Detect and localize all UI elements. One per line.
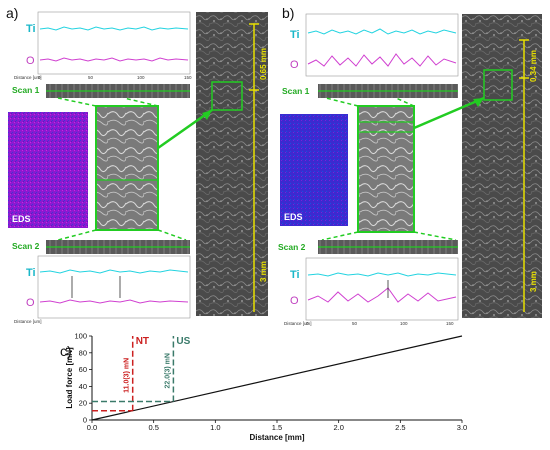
panel-a-distance-label-top: Distance [um]: [14, 75, 42, 80]
annotation-nt-value: 11.0(3) mN: [124, 358, 131, 393]
x-tick-label: 1.5: [272, 423, 282, 432]
y-tick-label: 100: [74, 332, 87, 341]
y-tick-label: 60: [79, 365, 87, 374]
annotation-us-label: US: [176, 336, 190, 347]
panel-b-ti-label-top: Ti: [290, 29, 300, 41]
panel-a-zoom-arrow: [157, 108, 213, 150]
y-tick-label: 20: [79, 399, 87, 408]
x-tick-label: 3.0: [457, 423, 467, 432]
panel-b-ti-trace-bottom: [307, 272, 457, 277]
x-tick-label: 0.0: [87, 423, 97, 432]
panel-b-zoom-image: [357, 105, 415, 233]
panel-a-scale-bottom: 3 mm: [259, 261, 268, 282]
x-tick-label: 1.0: [210, 423, 220, 432]
panel-a-spectrum-top: [37, 11, 191, 75]
annotation-us-value: 22.0(3) mN: [164, 353, 171, 388]
panel-a-scale-top: 0.65 mm: [259, 48, 268, 80]
panel-a-tick-0: 0: [38, 75, 41, 80]
panel-a-eds-map: [8, 112, 88, 228]
panel-b-tick-0: 0: [306, 321, 309, 326]
panel-b-o-trace-bottom: [307, 287, 457, 303]
panel-a-scan2-label: Scan 2: [12, 241, 40, 251]
panel-a-scan1-label: Scan 1: [12, 85, 40, 95]
panel-a-tick-100: 100: [137, 75, 145, 80]
panel-a-distance-label-bottom: Distance [um]: [14, 319, 42, 324]
panel-b-ti-trace-top: [307, 28, 457, 35]
panel-b-eds-map: [280, 114, 348, 226]
series-line: [91, 335, 463, 421]
y-tick-label: 40: [79, 382, 87, 391]
panel-c-label: c): [60, 343, 72, 359]
y-tick-label: 0: [83, 416, 87, 425]
panel-a-ti-label-bottom: Ti: [26, 267, 36, 279]
panel-b-spectrum-bottom: [305, 257, 459, 321]
panel-b-tick-100: 100: [400, 321, 408, 326]
panel-b-o-trace-top: [307, 53, 457, 67]
panel-b-tick-50: 50: [352, 321, 358, 326]
panel-b-label: b): [282, 5, 294, 21]
panel-a-tick-150: 150: [184, 75, 192, 80]
panel-b-o-label-top: O: [290, 59, 299, 71]
panel-b-scale-bottom: 3 mm: [529, 271, 538, 292]
x-tick-label: 2.0: [333, 423, 343, 432]
panel-b-o-label-bottom: O: [290, 295, 299, 307]
panel-a-o-trace-top: [39, 57, 189, 62]
annotation-nt-label: NT: [136, 336, 149, 347]
panel-b-scan1-label: Scan 1: [282, 86, 310, 96]
panel-a-label: a): [6, 5, 18, 21]
panel-b-ti-label-bottom: Ti: [290, 269, 300, 281]
panel-a-ti-trace-top: [39, 26, 189, 31]
panel-a-eds-label: EDS: [12, 214, 31, 224]
panel-b-zoom-arrow: [413, 96, 485, 130]
panel-b-roi-box: [483, 69, 513, 101]
panel-a-sem-track: [196, 12, 268, 316]
panel-a-spectrum-bottom: [37, 255, 191, 319]
panel-a-zoom-image: [95, 105, 159, 231]
panel-b-distance-label: Distance [um]: [284, 321, 312, 326]
x-tick-label: 2.5: [395, 423, 405, 432]
y-tick-label: 80: [79, 348, 87, 357]
panel-b-scan2-label: Scan 2: [278, 242, 306, 252]
panel-b-spectrum-top: [305, 13, 459, 77]
panel-a-ti-label-top: Ti: [26, 23, 36, 35]
panel-b-tick-150: 150: [446, 321, 454, 326]
x-tick-label: 0.5: [148, 423, 158, 432]
panel-a-o-label-top: O: [26, 55, 35, 67]
load-force-chart: 0.0 0.5 1.0 1.5 2.0 2.5 3.0 0 20 40 60 80 100 Distanc…: [65, 332, 467, 443]
panel-a-tick-50: 50: [88, 75, 94, 80]
panel-b-sem-track: [462, 14, 542, 318]
panel-a-roi-box: [211, 81, 243, 111]
y-axis-title: Load force [mN]: [65, 347, 74, 409]
panel-a-ti-trace-bottom: [39, 269, 189, 274]
panel-a-o-label-bottom: O: [26, 297, 35, 309]
x-axis-title: Distance [mm]: [249, 433, 304, 442]
panel-a-o-trace-bottom: [39, 299, 189, 304]
panel-b-eds-label: EDS: [284, 212, 303, 222]
panel-b-scale-top: 0.34 mm: [529, 50, 538, 82]
